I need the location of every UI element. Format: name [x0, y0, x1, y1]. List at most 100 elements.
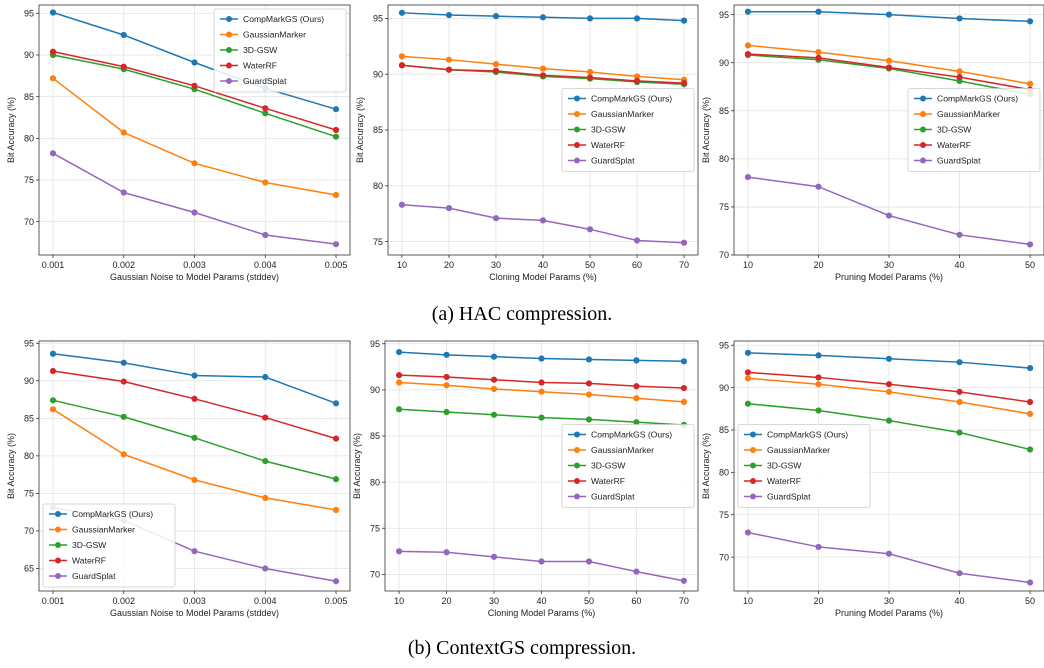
- data-point-gaussianmarker: [815, 49, 822, 56]
- data-point-waterrf: [680, 80, 688, 87]
- x-tick-label: 0.005: [325, 596, 348, 606]
- caption-hac: (a) HAC compression.: [431, 303, 613, 325]
- legend-label: WaterRF: [591, 140, 625, 150]
- y-axis-label: Bit Accuracy (%): [352, 433, 362, 499]
- data-point-3d-gsw: [956, 429, 963, 436]
- data-point-waterrf: [956, 74, 963, 81]
- x-tick-label: 20: [813, 260, 823, 270]
- x-tick-label: 70: [679, 260, 689, 270]
- data-point-waterrf: [633, 77, 641, 84]
- data-point-waterrf: [1026, 398, 1034, 406]
- legend-label: GaussianMarker: [591, 445, 654, 455]
- chart-panel-6: 70 75 80 85 90 95 10 20 30 40 50 Pruning Model Para…: [701, 340, 1044, 618]
- data-point-guardsplat: [332, 241, 340, 248]
- data-point-3d-gsw: [490, 411, 498, 418]
- data-point-gaussianmarker: [956, 398, 963, 406]
- x-tick-label: 50: [584, 596, 594, 606]
- y-tick-label: 85: [719, 106, 729, 116]
- x-tick-label: 0.004: [254, 260, 277, 270]
- data-point-gaussianmarker: [633, 395, 640, 402]
- data-point-gaussianmarker: [1026, 410, 1034, 417]
- data-point-compmarkgs-ours: [332, 106, 340, 113]
- legend-label: GuardSplat: [937, 156, 981, 166]
- legend-swatch-marker: [226, 16, 232, 22]
- legend: CompMarkGS (Ours) GaussianMarker 3D-GSW Wat…: [907, 88, 1041, 172]
- y-tick-label: 90: [373, 69, 383, 79]
- x-tick-label: 10: [743, 260, 753, 270]
- data-point-waterrf: [885, 64, 893, 71]
- y-tick-label: 80: [719, 154, 729, 164]
- data-point-compmarkgs-ours: [815, 352, 822, 359]
- data-point-compmarkgs-ours: [633, 357, 640, 364]
- legend-label: GuardSplat: [591, 492, 635, 502]
- y-tick-label: 90: [24, 376, 34, 386]
- x-tick-label: 0.003: [183, 260, 206, 270]
- data-point-guardsplat: [395, 548, 403, 555]
- data-point-waterrf: [490, 376, 498, 383]
- data-point-waterrf: [49, 48, 57, 55]
- y-tick-label: 70: [370, 570, 380, 580]
- data-point-compmarkgs-ours: [885, 355, 893, 362]
- data-point-gaussianmarker: [445, 56, 453, 63]
- data-point-compmarkgs-ours: [538, 355, 545, 362]
- data-point-3d-gsw: [885, 417, 893, 424]
- legend-swatch-marker: [55, 526, 61, 533]
- data-point-gaussianmarker: [885, 57, 893, 64]
- legend-swatch-marker: [920, 157, 926, 164]
- x-tick-label: 30: [489, 596, 499, 606]
- data-point-guardsplat: [539, 217, 547, 224]
- x-tick-label: 0.004: [254, 596, 277, 606]
- x-tick-label: 40: [955, 260, 965, 270]
- legend-label: GaussianMarker: [767, 445, 830, 455]
- data-point-gaussianmarker: [586, 68, 594, 76]
- legend-swatch-marker: [574, 431, 580, 438]
- data-point-compmarkgs-ours: [744, 8, 752, 15]
- y-tick-label: 90: [719, 58, 729, 68]
- data-point-waterrf: [585, 380, 593, 387]
- legend-box: [907, 88, 1041, 172]
- legend-swatch-marker: [574, 447, 580, 453]
- y-axis-label: Bit Accuracy (%): [701, 97, 711, 163]
- y-tick-label: 75: [719, 510, 729, 520]
- legend-swatch-marker: [226, 47, 232, 53]
- x-tick-label: 20: [442, 596, 452, 606]
- data-point-guardsplat: [49, 150, 57, 157]
- x-axis-label: Pruning Model Params (%): [835, 272, 943, 282]
- data-point-waterrf: [443, 373, 450, 381]
- data-point-guardsplat: [633, 568, 640, 575]
- x-axis-label: Gaussian Noise to Model Params (stddev): [110, 608, 279, 618]
- y-tick-label: 85: [370, 431, 380, 441]
- data-point-compmarkgs-ours: [680, 17, 688, 24]
- legend-swatch-marker: [920, 142, 926, 148]
- x-tick-label: 50: [1025, 596, 1035, 606]
- legend-label: WaterRF: [243, 61, 277, 71]
- legend-swatch-marker: [574, 478, 580, 484]
- data-point-gaussianmarker: [443, 382, 450, 389]
- data-point-waterrf: [332, 435, 340, 442]
- data-point-guardsplat: [744, 529, 752, 536]
- data-point-3d-gsw: [262, 110, 269, 117]
- data-point-guardsplat: [680, 577, 688, 584]
- x-axis-label: Cloning Model Params (%): [489, 272, 597, 282]
- data-point-waterrf: [262, 414, 269, 421]
- legend: CompMarkGS (Ours) GaussianMarker 3D-GSW Wat…: [561, 424, 695, 508]
- data-point-waterrf: [815, 54, 822, 61]
- data-point-gaussianmarker: [744, 42, 752, 49]
- legend-swatch-marker: [920, 95, 926, 102]
- data-point-guardsplat: [443, 549, 450, 556]
- data-point-waterrf: [445, 66, 453, 73]
- data-point-waterrf: [956, 388, 963, 395]
- legend-label: GaussianMarker: [72, 525, 135, 535]
- legend-swatch-marker: [750, 462, 756, 469]
- data-point-compmarkgs-ours: [120, 359, 127, 366]
- x-tick-label: 20: [813, 596, 823, 606]
- data-point-3d-gsw: [332, 133, 340, 140]
- legend-swatch-marker: [574, 462, 580, 469]
- y-tick-label: 95: [24, 338, 34, 348]
- data-point-guardsplat: [956, 231, 963, 238]
- data-point-guardsplat: [490, 553, 498, 560]
- data-point-gaussianmarker: [120, 129, 127, 136]
- data-point-guardsplat: [120, 189, 127, 196]
- data-point-waterrf: [680, 384, 688, 392]
- data-point-guardsplat: [744, 174, 752, 181]
